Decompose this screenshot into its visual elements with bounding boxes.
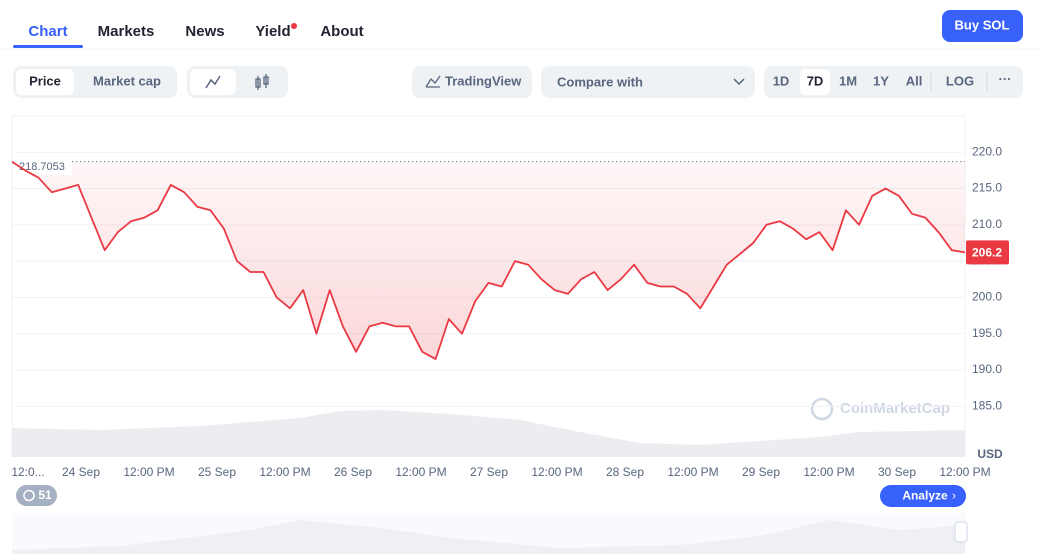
range-option[interactable]: 1D (773, 73, 790, 88)
y-tick-label: 210.0 (972, 217, 1002, 231)
x-tick-label: 12:00 PM (395, 465, 446, 479)
x-tick-label: 24 Sep (62, 465, 100, 479)
watermark-logo (810, 397, 834, 421)
compare-label[interactable]: Compare with (557, 74, 643, 89)
view-selected (16, 69, 74, 95)
open-label-bg (14, 159, 72, 175)
price-line (11, 160, 966, 360)
analyze-label[interactable]: Analyze (902, 489, 948, 503)
range-option[interactable]: LOG (946, 73, 974, 88)
analyze-button[interactable] (880, 485, 966, 507)
more-button[interactable]: ··· (999, 71, 1012, 86)
x-tick-label: 12:00 PM (803, 465, 854, 479)
currency-label: USD (977, 447, 1003, 461)
last-price-label: 206.2 (972, 246, 1002, 260)
last-price-box (966, 240, 1009, 265)
y-tick-label: 215.0 (972, 181, 1002, 195)
candle-icon[interactable] (255, 74, 269, 90)
history-icon (23, 489, 35, 502)
range-option[interactable]: 1Y (873, 73, 889, 88)
history-pill[interactable] (16, 485, 57, 506)
x-tick-label: 12:00 PM (259, 465, 310, 479)
navigator-area (12, 520, 965, 554)
tab[interactable]: About (320, 23, 363, 40)
x-tick-label: 28 Sep (606, 465, 644, 479)
price-area (12, 161, 965, 360)
badge-dot (291, 23, 297, 29)
x-tick-label: 12:00 PM (123, 465, 174, 479)
range-option[interactable]: 7D (807, 73, 824, 88)
y-tick-label: 220.0 (972, 144, 1002, 158)
line-icon (205, 75, 221, 89)
compare-select[interactable] (541, 66, 755, 98)
tab-underline (13, 45, 83, 48)
view-option[interactable]: Price (29, 73, 61, 88)
navigator-handle[interactable] (954, 521, 968, 543)
open-label: 218.7053 (19, 161, 65, 173)
buy-button[interactable] (942, 10, 1023, 42)
analyze-chevron: › (952, 489, 956, 503)
view-option[interactable]: Market cap (93, 73, 161, 88)
y-tick-label: 195.0 (972, 326, 1002, 340)
tab[interactable]: News (185, 23, 224, 40)
tab[interactable]: Markets (98, 23, 155, 40)
x-tick-label: 12:00 PM (531, 465, 582, 479)
watermark: CoinMarketCap (840, 400, 950, 417)
x-tick-label: 12:00 PM (939, 465, 990, 479)
x-tick-label: 27 Sep (470, 465, 508, 479)
x-tick-label: 30 Sep (878, 465, 916, 479)
tradingview-label[interactable]: TradingView (445, 73, 522, 88)
history-count[interactable]: 51 (38, 488, 52, 502)
tradingview-button[interactable] (412, 66, 532, 98)
x-tick-label: 25 Sep (198, 465, 236, 479)
tab[interactable]: Yield (255, 23, 290, 40)
buy-label[interactable]: Buy SOL (955, 17, 1010, 32)
chevron (733, 78, 745, 86)
range-option[interactable]: All (906, 73, 923, 88)
tv-icon (425, 75, 441, 88)
x-tick-label: 26 Sep (334, 465, 372, 479)
y-tick-label: 200.0 (972, 290, 1002, 304)
tab[interactable]: Chart (28, 23, 67, 40)
x-tick-label: 12:00 PM (667, 465, 718, 479)
y-tick-label: 185.0 (972, 398, 1002, 412)
y-tick-label: 190.0 (972, 362, 1002, 376)
x-tick-label: 12:0... (11, 465, 44, 479)
volume-area (12, 410, 965, 457)
range-selected (800, 69, 830, 95)
range-option[interactable]: 1M (839, 73, 857, 88)
x-tick-label: 29 Sep (742, 465, 780, 479)
